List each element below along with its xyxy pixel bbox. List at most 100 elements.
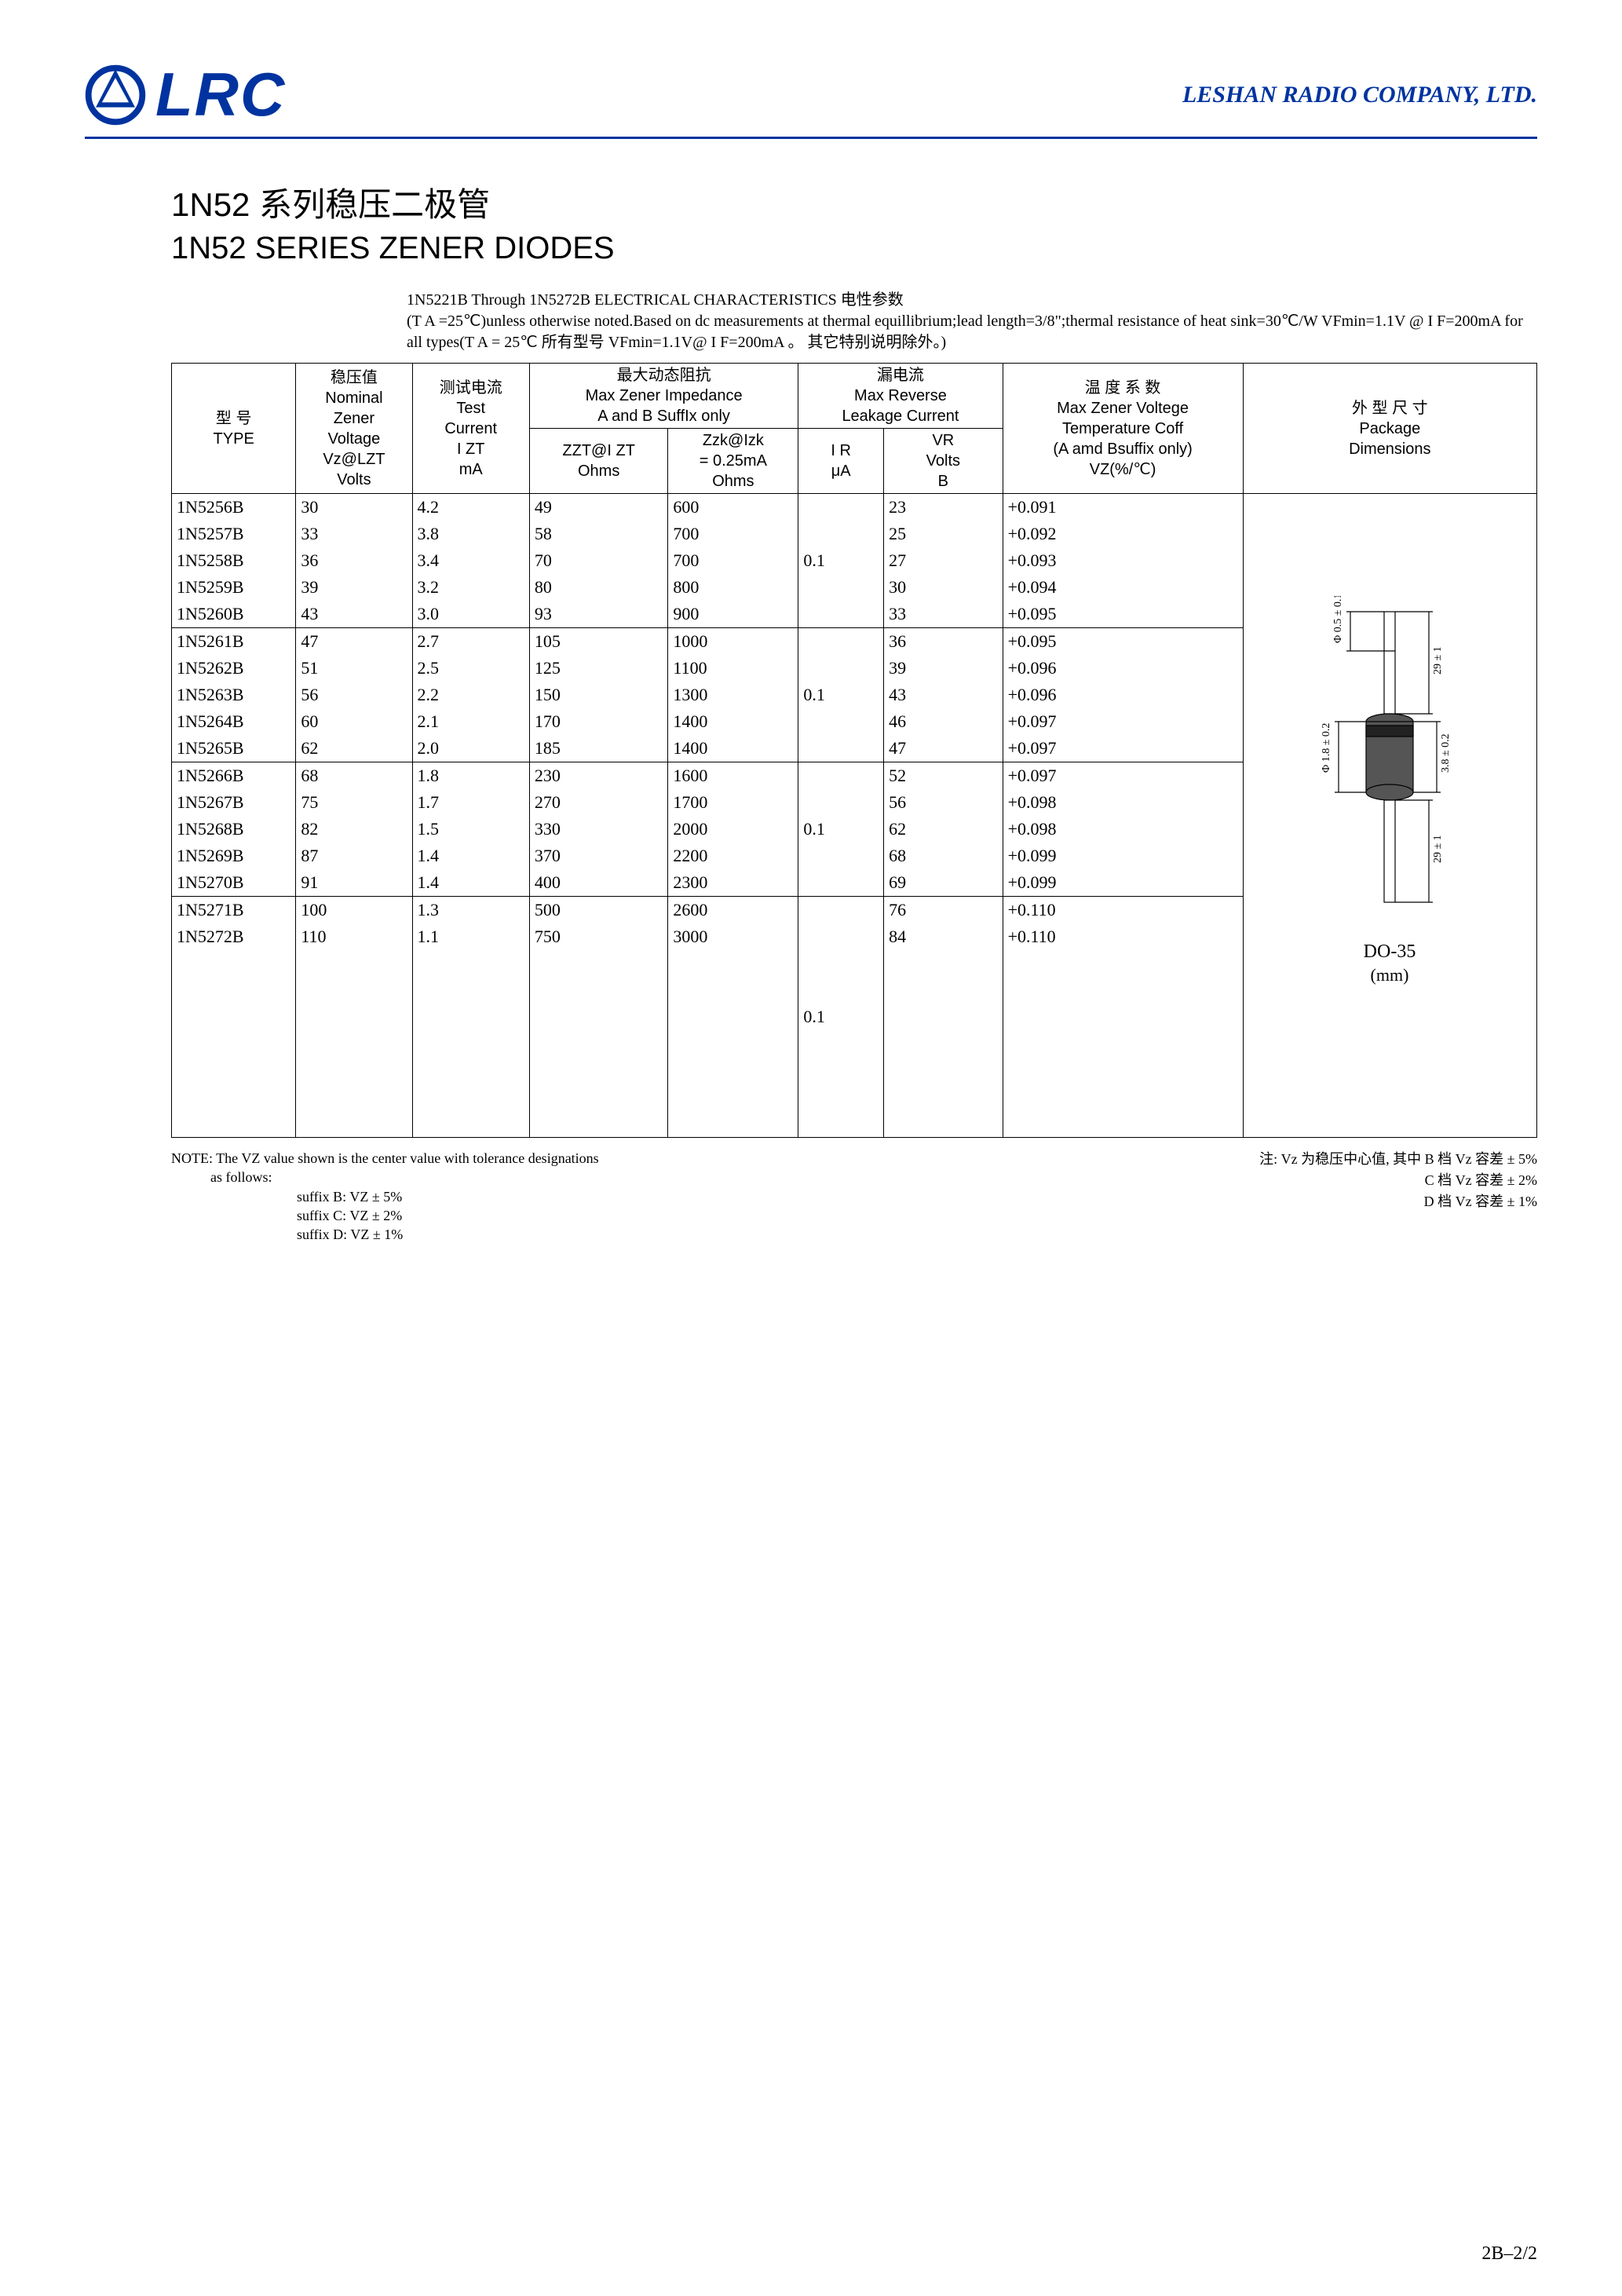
th-vr-sym: VR: [932, 432, 954, 449]
cell-izt: 2.0: [412, 735, 529, 762]
cell-vr: 62: [884, 816, 1003, 843]
cell-zzt: 58: [529, 521, 667, 547]
cell-blank: [412, 1057, 529, 1084]
cell-blank: [172, 1084, 296, 1110]
cell-zzt: 105: [529, 628, 667, 656]
cell-zzk: 700: [668, 547, 798, 574]
th-z-group: 最大动态阻抗 Max Zener Impedance A and B SuffI…: [529, 364, 798, 429]
cell-blank: [668, 977, 798, 1004]
cell-type: 1N5272B: [172, 923, 296, 950]
cell-blank: [412, 1110, 529, 1138]
cell-type: 1N5271B: [172, 897, 296, 924]
cell-blank: [668, 1004, 798, 1030]
subtitle: 1N5221B Through 1N5272B ELECTRICAL CHARA…: [407, 290, 1537, 353]
notes: NOTE: The VZ value shown is the center v…: [171, 1149, 1537, 1244]
cell-tc: +0.097: [1003, 735, 1243, 762]
cell-zzk: 2000: [668, 816, 798, 843]
cell-vz: 43: [296, 601, 412, 628]
th-ir-group: 漏电流 Max Reverse Leakage Current: [798, 364, 1003, 429]
cell-blank: [529, 950, 667, 977]
th-vz-cn: 稳压值: [331, 369, 378, 386]
cell-vr: 30: [884, 574, 1003, 601]
cell-vz: 56: [296, 682, 412, 708]
cell-blank: [668, 1084, 798, 1110]
th-vr: VR Volts B: [884, 429, 1003, 494]
cell-zzt: 230: [529, 762, 667, 790]
cell-blank: [296, 1110, 412, 1138]
note-c: suffix C: VZ ± 2%: [297, 1206, 599, 1225]
cell-tc: +0.091: [1003, 494, 1243, 521]
cell-zzt: 270: [529, 789, 667, 816]
note-d: suffix D: VZ ± 1%: [297, 1225, 599, 1244]
cell-vr: 46: [884, 708, 1003, 735]
company-name: LESHAN RADIO COMPANY, LTD.: [1182, 82, 1537, 108]
cell-blank: [668, 1057, 798, 1084]
cell-zzk: 1400: [668, 708, 798, 735]
cell-vr: 84: [884, 923, 1003, 950]
cell-zzk: 1700: [668, 789, 798, 816]
cell-type: 1N5262B: [172, 655, 296, 682]
th-izt-sym: I ZT: [457, 441, 485, 458]
cell-izt: 3.0: [412, 601, 529, 628]
th-pkg-cn: 外 型 尺 寸: [1352, 400, 1428, 417]
note-line1: NOTE: The VZ value shown is the center v…: [171, 1149, 599, 1168]
svg-text:29 ± 1: 29 ± 1: [1432, 646, 1444, 675]
cell-type: 1N5266B: [172, 762, 296, 790]
cell-blank: [412, 1030, 529, 1057]
cell-vr: 36: [884, 628, 1003, 656]
cell-vz: 75: [296, 789, 412, 816]
cell-ir: 0.1: [798, 628, 884, 762]
package-diagram: Φ 0.5 ± 0.1 29 ± 1 Φ 1.8 ± 0.2 3.8 ± 0.2…: [1303, 596, 1476, 1036]
cell-zzt: 70: [529, 547, 667, 574]
cell-blank: [172, 1030, 296, 1057]
cell-zzt: 125: [529, 655, 667, 682]
th-izt: 测试电流 Test Current I ZT mA: [412, 364, 529, 494]
cell-vz: 51: [296, 655, 412, 682]
cell-izt: 3.2: [412, 574, 529, 601]
cell-zzt: 400: [529, 869, 667, 897]
cell-blank: [1003, 1084, 1243, 1110]
th-zzt-unit: Ohms: [578, 462, 619, 480]
cell-izt: 2.2: [412, 682, 529, 708]
th-zzk-eq: = 0.25mA: [700, 452, 767, 470]
cell-zzt: 500: [529, 897, 667, 924]
cell-izt: 3.4: [412, 547, 529, 574]
cell-izt: 1.4: [412, 843, 529, 869]
cell-zzt: 330: [529, 816, 667, 843]
cell-zzk: 1400: [668, 735, 798, 762]
cell-zzk: 2300: [668, 869, 798, 897]
cell-zzt: 170: [529, 708, 667, 735]
th-zzt: ZZT@I ZT Ohms: [529, 429, 667, 494]
cell-vz: 91: [296, 869, 412, 897]
cell-tc: +0.092: [1003, 521, 1243, 547]
cell-type: 1N5261B: [172, 628, 296, 656]
svg-text:Φ 1.8 ± 0.2: Φ 1.8 ± 0.2: [1321, 722, 1332, 772]
cell-vr: 69: [884, 869, 1003, 897]
cell-tc: +0.110: [1003, 897, 1243, 924]
svg-text:29 ± 1: 29 ± 1: [1432, 835, 1444, 863]
cell-ir: 0.1: [798, 897, 884, 1138]
cell-blank: [884, 1110, 1003, 1138]
cell-zzk: 800: [668, 574, 798, 601]
cell-type: 1N5269B: [172, 843, 296, 869]
cell-blank: [884, 1004, 1003, 1030]
logo: LRC: [85, 59, 286, 130]
title-block: 1N52 系列稳压二极管 1N52 SERIES ZENER DIODES 1N…: [171, 178, 1537, 1244]
cell-vr: 47: [884, 735, 1003, 762]
cell-vz: 82: [296, 816, 412, 843]
cell-tc: +0.096: [1003, 682, 1243, 708]
cell-izt: 1.3: [412, 897, 529, 924]
cell-blank: [668, 950, 798, 977]
cell-vz: 110: [296, 923, 412, 950]
cell-blank: [1003, 1110, 1243, 1138]
th-vz-en3: Voltage: [328, 430, 381, 448]
cell-vz: 39: [296, 574, 412, 601]
th-izt-en2: Current: [444, 420, 497, 437]
th-pkg-en2: Dimensions: [1349, 441, 1430, 458]
cell-zzt: 370: [529, 843, 667, 869]
th-tc: 温 度 系 数 Max Zener Voltege Temperature Co…: [1003, 364, 1243, 494]
cell-blank: [884, 977, 1003, 1004]
cell-zzt: 150: [529, 682, 667, 708]
th-tc-en1: Max Zener Voltege: [1057, 400, 1189, 417]
note-b: suffix B: VZ ± 5%: [297, 1187, 599, 1206]
